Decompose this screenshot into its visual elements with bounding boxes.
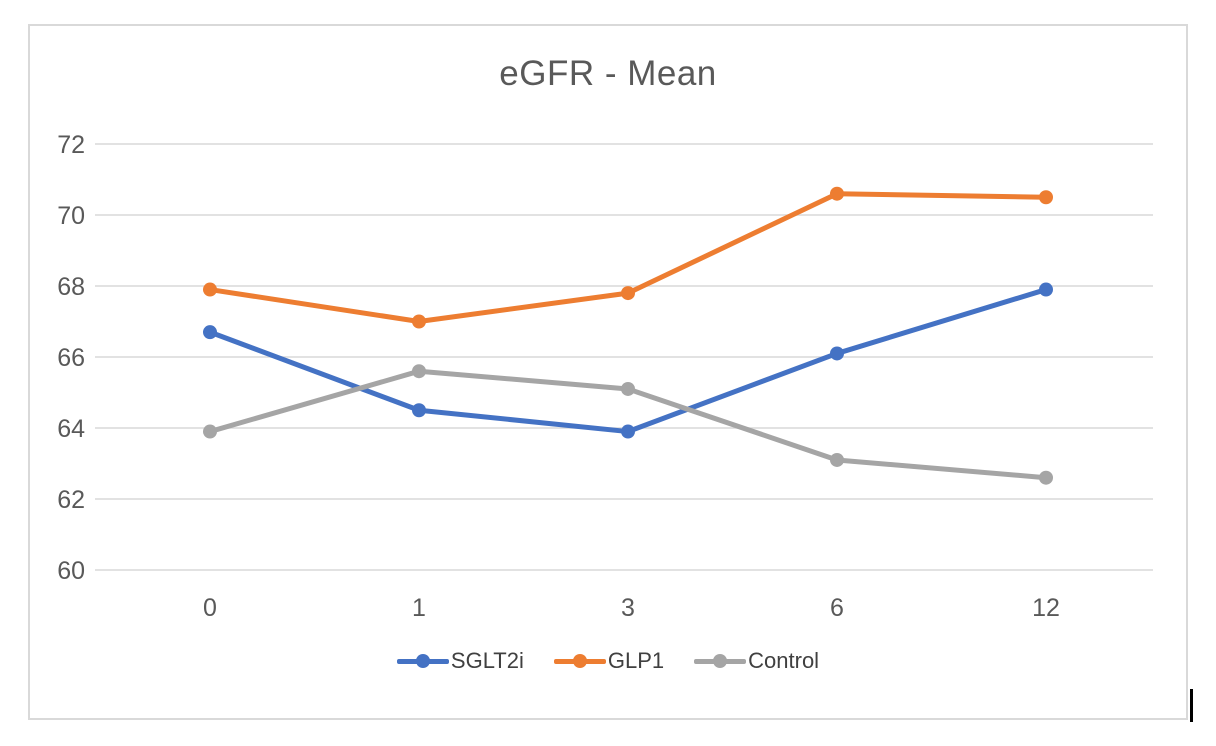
y-axis-tick-label: 66 bbox=[57, 344, 85, 372]
x-axis-category-label: 6 bbox=[830, 594, 844, 622]
y-axis-tick-label: 72 bbox=[57, 131, 85, 159]
data-point-control-0 bbox=[203, 424, 217, 439]
data-point-glp1-1 bbox=[412, 314, 426, 329]
data-point-sglt2i-0 bbox=[203, 325, 217, 340]
legend-marker-line-dot-icon bbox=[694, 653, 747, 669]
data-point-glp1-0 bbox=[203, 282, 217, 297]
legend-marker-line-dot-icon bbox=[396, 653, 449, 669]
y-axis-tick-label: 60 bbox=[57, 557, 85, 585]
data-point-control-3 bbox=[621, 381, 635, 396]
x-axis-category-label: 3 bbox=[621, 594, 635, 622]
legend-marker-line-dot-icon bbox=[553, 653, 606, 669]
x-axis-category-label: 0 bbox=[203, 594, 217, 622]
data-point-sglt2i-12 bbox=[1039, 282, 1053, 297]
embedded-chart-object[interactable]: eGFR - Mean 60 62 64 66 68 70 72 0 1 3 6 12 SGLT2i … bbox=[28, 24, 1188, 720]
y-axis-tick-label: 62 bbox=[57, 486, 85, 514]
y-axis-tick-label: 68 bbox=[57, 273, 85, 301]
legend-label: Control bbox=[748, 648, 820, 673]
legend-item-control[interactable]: Control bbox=[694, 648, 819, 674]
plot-area: 60 62 64 66 68 70 72 0 1 3 6 12 bbox=[57, 131, 1153, 622]
x-axis-category-label: 12 bbox=[1032, 594, 1060, 622]
series-line-glp1 bbox=[207, 191, 1049, 324]
legend-item-glp1[interactable]: GLP1 bbox=[553, 648, 665, 674]
data-point-control-1 bbox=[412, 364, 426, 379]
data-point-sglt2i-1 bbox=[412, 403, 426, 418]
legend-label: GLP1 bbox=[607, 648, 665, 673]
data-point-glp1-3 bbox=[621, 286, 635, 301]
data-point-sglt2i-3 bbox=[621, 424, 635, 439]
x-axis-category-label: 1 bbox=[412, 594, 426, 622]
chart-title[interactable]: eGFR - Mean bbox=[499, 54, 717, 93]
text-insertion-cursor bbox=[1190, 689, 1193, 722]
data-point-control-12 bbox=[1039, 470, 1053, 485]
data-point-control-6 bbox=[830, 452, 844, 467]
y-axis-tick-label: 70 bbox=[57, 202, 85, 230]
legend-label: SGLT2i bbox=[450, 648, 524, 673]
chart-legend: SGLT2i GLP1 Control bbox=[30, 648, 1186, 674]
data-point-sglt2i-6 bbox=[830, 346, 844, 361]
data-point-glp1-6 bbox=[830, 186, 844, 201]
data-point-glp1-12 bbox=[1039, 190, 1053, 205]
legend-item-sglt2i[interactable]: SGLT2i bbox=[396, 648, 524, 674]
y-axis-tick-label: 64 bbox=[57, 415, 85, 443]
